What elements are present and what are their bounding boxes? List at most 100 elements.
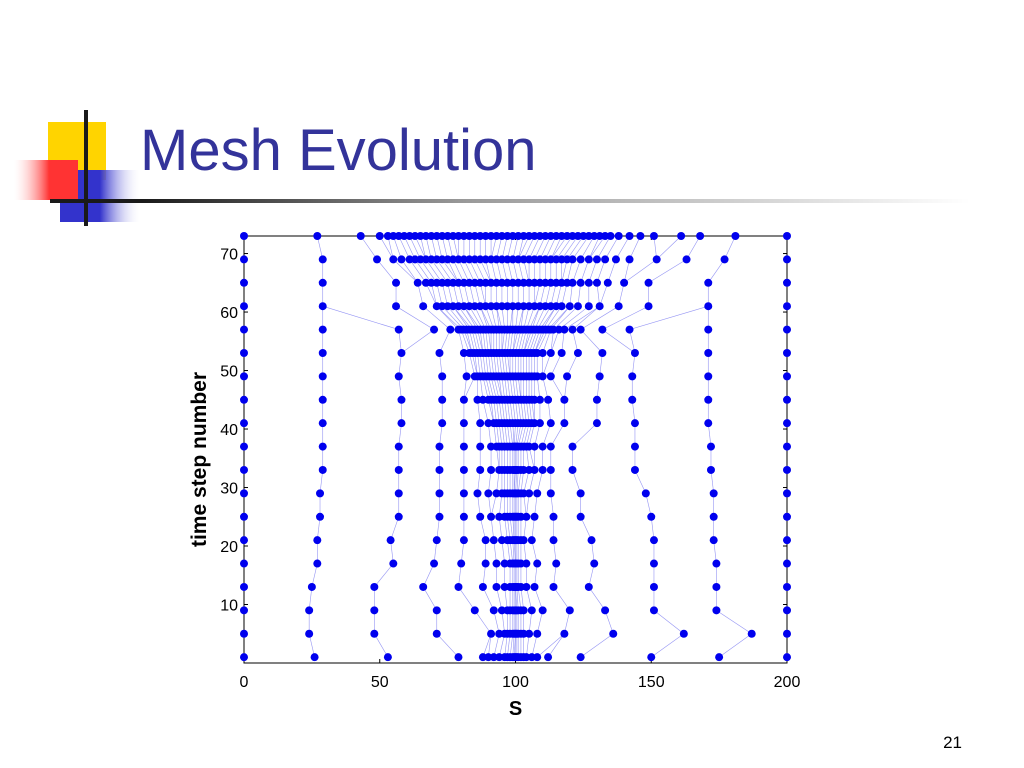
mesh-link [401,259,419,283]
mesh-node [438,395,447,404]
mesh-node [240,442,248,451]
mesh-node [525,629,534,638]
mesh-link [531,540,538,564]
mesh-node [576,278,585,287]
mesh-node [644,278,653,287]
mesh-link [520,423,527,447]
mesh-node [435,465,444,474]
mesh-node [620,278,629,287]
mesh-link [566,235,584,260]
mesh-node [530,582,539,591]
mesh-node [356,232,365,240]
mesh-node [240,372,248,381]
mesh-node [307,582,316,591]
mesh-node [595,372,604,381]
mesh-node [598,325,607,334]
mesh-link [469,259,481,283]
mesh-link [488,399,495,424]
mesh-node [318,255,327,264]
mesh-link [566,352,579,377]
mesh-node [375,232,384,240]
mesh-link [474,259,486,283]
mesh-link [656,235,682,260]
mesh-node [783,278,791,287]
mesh-link [447,235,454,260]
y-tick-label: 20 [220,539,238,556]
mesh-link [422,563,435,588]
mesh-node [630,442,639,451]
mesh-node [318,325,327,334]
mesh-link [482,633,492,658]
mesh-link [414,259,432,283]
mesh-node [783,606,791,615]
mesh-link [431,259,448,283]
mesh-link [623,259,657,284]
mesh-link [724,235,736,260]
mesh-link [322,305,399,330]
mesh-node [240,653,248,662]
mesh-link [374,563,394,588]
mesh-node [649,582,658,591]
mesh-link [555,282,562,307]
mesh-node [370,606,379,615]
mesh-link [566,259,573,283]
mesh-link [648,259,687,284]
mesh-node [476,442,485,451]
mesh-node [492,559,501,568]
mesh-link [490,259,497,283]
logo-red-square [14,160,78,200]
mesh-link [534,282,541,307]
mesh-node [489,606,498,615]
mesh-link [526,586,533,611]
mesh-link [542,329,552,354]
mesh-link [550,282,557,307]
mesh-node [438,372,447,381]
mesh-link [515,329,522,354]
mesh-link [550,235,568,260]
mesh-node [459,465,468,474]
mesh-link [520,329,527,354]
mesh-node [704,395,713,404]
mesh-node [476,465,485,474]
mesh-link [588,235,606,260]
mesh-node [783,442,791,451]
mesh-node [454,653,463,662]
mesh-node [644,302,653,311]
mesh-link [490,235,497,260]
mesh-node [704,302,713,311]
mesh-node [397,395,406,404]
mesh-node [568,278,577,287]
mesh-node [430,325,439,334]
mesh-node [394,489,403,498]
mesh-node [419,302,428,311]
mesh-node [318,348,327,357]
mesh-node [783,232,791,240]
mesh-node [614,232,623,240]
mesh-node [392,278,401,287]
mesh-node [546,419,555,428]
mesh-node [549,582,558,591]
mesh-link [588,586,606,611]
mesh-link [482,586,495,611]
mesh-link [463,282,470,307]
mesh-link [387,235,394,260]
mesh-node [459,512,468,521]
mesh-node [565,606,574,615]
mesh-node [454,582,463,591]
mesh-node [318,372,327,381]
mesh-node [313,536,322,545]
mesh-node [647,512,656,521]
mesh-link [526,329,535,354]
mesh-node [592,419,601,428]
mesh-link [572,469,581,494]
mesh-node [435,489,444,498]
mesh-node [611,255,620,264]
mesh-link [526,306,535,330]
mesh-node [432,536,441,545]
mesh-node [625,232,634,240]
mesh-node [712,559,721,568]
mesh-node [313,559,322,568]
mesh-link [507,235,514,260]
mesh-link [580,516,592,541]
mesh-link [501,235,508,260]
